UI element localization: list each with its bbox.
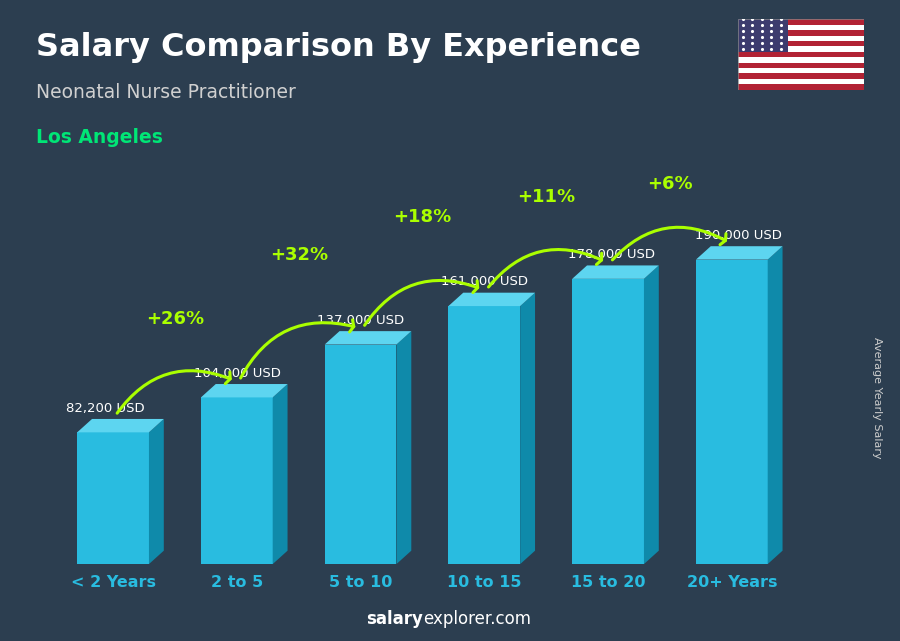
Bar xyxy=(738,41,864,46)
Polygon shape xyxy=(325,331,411,345)
Text: +32%: +32% xyxy=(270,246,328,264)
Text: explorer.com: explorer.com xyxy=(423,610,531,628)
Bar xyxy=(738,79,864,85)
Text: Salary Comparison By Experience: Salary Comparison By Experience xyxy=(36,32,641,63)
Bar xyxy=(738,52,864,57)
Polygon shape xyxy=(644,265,659,564)
Bar xyxy=(738,85,864,90)
Polygon shape xyxy=(273,384,288,564)
Polygon shape xyxy=(448,306,520,564)
Polygon shape xyxy=(201,384,288,397)
Bar xyxy=(738,24,864,30)
Polygon shape xyxy=(572,265,659,279)
Polygon shape xyxy=(201,397,273,564)
Text: 82,200 USD: 82,200 USD xyxy=(66,402,145,415)
Text: salary: salary xyxy=(366,610,423,628)
Polygon shape xyxy=(520,293,535,564)
Polygon shape xyxy=(77,419,164,432)
Text: +18%: +18% xyxy=(393,208,452,226)
Text: 178,000 USD: 178,000 USD xyxy=(569,248,655,262)
Text: Average Yearly Salary: Average Yearly Salary xyxy=(872,337,883,458)
Bar xyxy=(738,19,788,52)
Text: 137,000 USD: 137,000 USD xyxy=(317,314,404,327)
Polygon shape xyxy=(696,246,783,260)
Polygon shape xyxy=(768,246,783,564)
Polygon shape xyxy=(396,331,411,564)
Polygon shape xyxy=(696,260,768,564)
Bar xyxy=(738,19,864,24)
Bar xyxy=(738,35,864,41)
Text: +11%: +11% xyxy=(518,188,575,206)
Polygon shape xyxy=(148,419,164,564)
Text: +6%: +6% xyxy=(647,176,693,194)
Text: Neonatal Nurse Practitioner: Neonatal Nurse Practitioner xyxy=(36,83,296,103)
Text: 104,000 USD: 104,000 USD xyxy=(194,367,281,379)
Text: Los Angeles: Los Angeles xyxy=(36,128,163,147)
Text: +26%: +26% xyxy=(146,310,204,328)
Polygon shape xyxy=(448,293,535,306)
Bar xyxy=(738,46,864,52)
Text: 190,000 USD: 190,000 USD xyxy=(695,229,781,242)
Polygon shape xyxy=(572,279,644,564)
Bar xyxy=(738,57,864,63)
Polygon shape xyxy=(325,345,396,564)
Bar xyxy=(738,68,864,74)
Text: 161,000 USD: 161,000 USD xyxy=(441,276,528,288)
Polygon shape xyxy=(77,432,148,564)
Bar xyxy=(738,63,864,68)
Bar xyxy=(738,30,864,35)
Bar xyxy=(738,74,864,79)
